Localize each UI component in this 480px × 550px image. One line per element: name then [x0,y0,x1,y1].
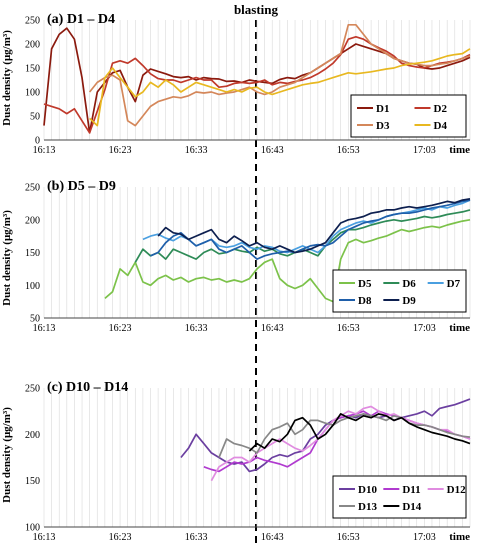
legend-a: D1 D2 D3 D4 [350,94,467,138]
panel-c: 100 150 200 250 16:13 16:23 16:33 16:43 16:53 17:… [25,380,471,543]
x-tick-label: 16:23 [109,323,132,334]
legend-label: D8 [358,295,372,307]
x-axis-label-b: time [449,322,470,334]
y-tick-label: 200 [25,40,40,51]
x-tick-label: 16:43 [261,323,284,334]
y-tick-label: 100 [25,281,40,292]
legend-label: D4 [434,120,448,132]
legend-box [332,269,467,313]
y-tick-label: 250 [25,384,40,395]
x-tick-label: 16:43 [261,145,284,156]
series-line-d14 [248,413,471,452]
legend-label: D12 [447,484,466,496]
legend-c: D10 D11 D12 D13 D14 [332,475,467,519]
ylabel-b: Dust density (μg/m³) [1,210,13,306]
legend-label: D13 [358,501,377,513]
legend-label: D11 [402,484,420,496]
x-tick-label: 16:23 [109,145,132,156]
x-tick-label: 16:53 [337,145,360,156]
y-tick-label: 250 [25,183,40,194]
panel-b: 50 100 150 200 250 16:13 16:23 16:33 16:43 16:53 1… [25,179,471,334]
x-tick-label: 17:03 [413,323,436,334]
legend-b: D5 D6 D7 D8 D9 [332,269,467,313]
y-tick-label: 0 [35,136,40,147]
x-tick-label: 17:03 [413,532,436,543]
legend-label: D7 [447,278,461,290]
y-tick-label: 100 [25,88,40,99]
x-tick-label: 16:53 [337,323,360,334]
blasting-annotation: blasting [234,2,279,17]
legend-label: D1 [376,103,389,115]
x-tick-label: 16:33 [185,323,208,334]
legend-label: D14 [402,501,421,513]
y-tick-label: 150 [25,248,40,259]
series-line-d10 [180,398,471,473]
x-tick-label: 16:23 [109,532,132,543]
x-tick-label: 17:03 [413,145,436,156]
legend-label: D6 [402,278,416,290]
legend-box [350,94,467,138]
x-axis-label-c: time [449,531,470,543]
series-line-d3 [88,23,471,127]
legend-label: D9 [402,295,416,307]
series-line-d9 [157,197,471,254]
panel-title-a: (a) D1 – D4 [47,12,115,27]
legend-box [332,475,467,519]
panel-title-c: (c) D10 – D14 [47,380,128,395]
ylabel-a: Dust density (μg/m³) [1,30,13,126]
y-tick-label: 50 [30,112,40,123]
legend-label: D5 [358,278,372,290]
x-axis-label-a: time [449,144,470,156]
panel-title-b: (b) D5 – D9 [47,179,116,194]
y-tick-label: 250 [25,16,40,27]
x-tick-label: 16:13 [33,145,56,156]
legend-label: D2 [434,103,448,115]
y-tick-label: 100 [25,523,40,534]
y-tick-label: 150 [25,64,40,75]
y-tick-label: 200 [25,215,40,226]
x-tick-label: 16:33 [185,145,208,156]
ylabel-c: Dust density (μg/m³) [1,407,13,503]
panel-a: 0 50 100 150 200 250 16:13 16:23 16:33 16:43 16:53… [25,12,471,156]
x-tick-label: 16:43 [261,532,284,543]
x-tick-label: 16:13 [33,532,56,543]
legend-label: D10 [358,484,377,496]
series-line-d8 [150,199,471,260]
x-tick-label: 16:13 [33,323,56,334]
series-line-d4 [89,48,471,127]
x-tick-label: 16:33 [185,532,208,543]
y-tick-label: 50 [30,314,40,325]
y-tick-label: 200 [25,430,40,441]
x-tick-label: 16:53 [337,532,360,543]
series-line-d5 [104,218,471,303]
y-tick-label: 150 [25,476,40,487]
legend-label: D3 [376,120,390,132]
